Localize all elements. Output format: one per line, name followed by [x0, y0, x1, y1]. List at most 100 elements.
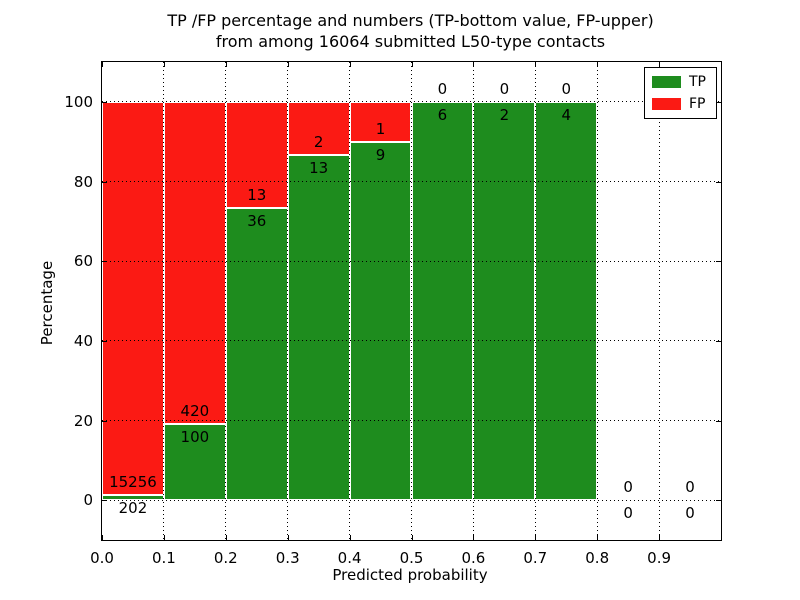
y-tick-left [102, 181, 107, 183]
x-tick-bottom [473, 535, 475, 540]
y-tick-right [716, 340, 721, 342]
v-gridline [411, 62, 412, 540]
y-tick-label: 20 [73, 411, 93, 430]
tp-bar [287, 154, 350, 501]
fp-count-label: 0 [623, 478, 633, 497]
tp-bar [473, 101, 536, 501]
x-tick-label: 0.2 [213, 549, 238, 567]
fp-count-label: 0 [499, 79, 510, 98]
fp-count-label: 13 [247, 185, 267, 204]
tp-count-label: 2 [499, 105, 510, 124]
y-tick-right [716, 261, 721, 263]
x-tick-top [659, 62, 661, 67]
fp-count-label: 2 [313, 132, 324, 151]
fp-bar [102, 101, 164, 495]
v-gridline [225, 62, 227, 540]
x-tick-top [225, 62, 227, 67]
fp-bar [287, 101, 350, 155]
x-tick-top [163, 62, 165, 67]
fp-color-swatch [652, 98, 681, 110]
tp-count-label: 0 [685, 504, 695, 523]
x-tick-top [287, 62, 289, 67]
y-tick-left [102, 261, 107, 263]
y-tick-left [102, 500, 107, 502]
chart-title-line1: TP /FP percentage and numbers (TP-bottom… [167, 11, 654, 30]
fp-bar [163, 101, 226, 424]
tp-count-label: 6 [437, 105, 448, 124]
fp-count-label: 0 [561, 79, 572, 98]
fp-count-label: 420 [180, 401, 210, 420]
x-tick-bottom [225, 535, 227, 540]
fp-count-label: 1 [375, 119, 386, 138]
v-gridline [658, 62, 660, 540]
chart-title-line2: from among 16064 submitted L50-type cont… [215, 32, 606, 51]
x-tick-label: 0.9 [647, 549, 672, 567]
fp-count-label: 0 [685, 478, 695, 497]
x-tick-label: 0.0 [90, 549, 114, 567]
x-tick-bottom [163, 535, 165, 540]
v-gridline [287, 62, 289, 540]
x-tick-top [535, 62, 537, 67]
x-tick-label: 0.4 [337, 549, 362, 567]
tp-bar [349, 141, 412, 501]
chart-title: TP /FP percentage and numbers (TP-bottom… [101, 10, 720, 52]
x-tick-bottom [102, 535, 103, 540]
tp-count-label: 4 [561, 105, 572, 124]
x-tick-bottom [349, 535, 351, 540]
y-tick-label: 60 [73, 252, 93, 271]
tp-color-swatch [652, 76, 681, 88]
fp-count-label: 0 [437, 79, 448, 98]
fp-bar [349, 101, 412, 142]
tp-count-label: 9 [375, 145, 386, 164]
x-tick-label: 0.8 [585, 549, 610, 567]
y-tick-right [716, 500, 721, 502]
y-tick-label: 100 [64, 92, 93, 111]
y-tick-label: 0 [83, 491, 93, 510]
x-tick-label: 0.1 [151, 549, 176, 567]
tp-count-label: 13 [309, 158, 329, 177]
tp-bar [411, 101, 474, 501]
v-gridline [163, 62, 165, 540]
x-tick-top [102, 62, 103, 67]
tp-count-label: 0 [623, 504, 633, 523]
x-axis-label: Predicted probability [332, 566, 488, 584]
x-tick-label: 0.6 [461, 549, 486, 567]
fp-count-label: 15256 [109, 472, 157, 491]
tp-count-label: 36 [247, 211, 267, 230]
v-gridline [596, 62, 598, 540]
y-tick-left [102, 420, 107, 422]
x-tick-bottom [659, 535, 661, 540]
y-tick-left [102, 340, 107, 342]
tp-count-label: 202 [118, 498, 148, 517]
v-gridline [534, 62, 536, 540]
legend-label-fp: FP [689, 96, 706, 112]
y-axis-label: Percentage [38, 260, 56, 346]
v-gridline [349, 62, 351, 540]
x-tick-label: 0.3 [275, 549, 300, 567]
tp-bar [225, 207, 288, 501]
y-tick-right [716, 181, 721, 183]
tp-count-label: 100 [180, 427, 210, 446]
x-tick-bottom [411, 535, 413, 540]
y-tick-left [102, 101, 107, 103]
x-tick-bottom [597, 535, 599, 540]
y-tick-label: 40 [73, 331, 93, 350]
legend-entry-fp: FP [652, 96, 706, 112]
legend: TP FP [644, 67, 717, 119]
x-tick-top [411, 62, 413, 67]
legend-entry-tp: TP [652, 74, 706, 90]
x-tick-bottom [535, 535, 537, 540]
y-tick-right [716, 420, 721, 422]
x-tick-label: 0.7 [523, 549, 548, 567]
y-tick-right [716, 101, 721, 103]
v-gridline [472, 62, 474, 540]
y-tick-label: 80 [73, 172, 93, 191]
x-tick-top [349, 62, 351, 67]
legend-label-tp: TP [689, 74, 706, 90]
x-tick-bottom [287, 535, 289, 540]
plot-area: TP FP 0.0 0.1 0.2 0.3 0.4 0.5 0.6 0.7 0.8 0.9 0 20 4… [64, 61, 722, 567]
x-tick-top [473, 62, 475, 67]
x-tick-label: 0.5 [399, 549, 424, 567]
x-tick-top [597, 62, 599, 67]
